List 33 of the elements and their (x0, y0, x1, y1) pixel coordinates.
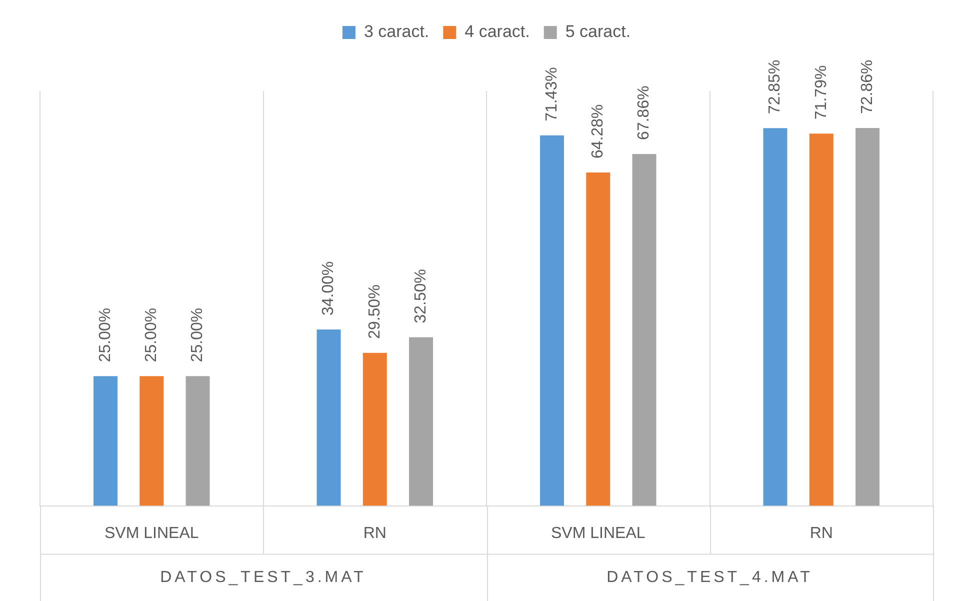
data-label: 34.00% (320, 261, 338, 316)
bar (316, 330, 341, 506)
data-label: 71.79% (812, 65, 830, 120)
data-label: 25.00% (96, 308, 114, 362)
data-label: 32.50% (412, 269, 430, 324)
data-label: 67.86% (636, 86, 653, 140)
text: DATOS_TEST_3.MAT (160, 569, 366, 586)
bar (540, 135, 564, 506)
data-label: 72.85% (766, 60, 784, 114)
x-tick-label: SVM LINEAL (104, 524, 199, 542)
bar (362, 352, 387, 506)
data-label: 64.28% (590, 104, 607, 159)
x-tick-label: RN (810, 524, 833, 542)
bar (93, 376, 118, 506)
bar (586, 172, 610, 506)
bar (186, 376, 210, 506)
bar (763, 128, 788, 506)
bar (140, 376, 164, 506)
data-label: 72.86% (858, 60, 876, 114)
bar (856, 128, 880, 506)
data-label: 25.00% (189, 308, 206, 362)
x-tick-label: RN (363, 524, 386, 542)
bar (809, 134, 834, 506)
text: DATOS_TEST_4.MAT (606, 569, 813, 586)
data-label: 29.50% (366, 284, 384, 339)
x-tick-label: SVM LINEAL (550, 524, 646, 542)
data-label: 71.43% (543, 67, 560, 122)
data-label: 25.00% (143, 308, 160, 362)
legend-label: 5 caract. (565, 22, 631, 42)
bar (632, 154, 656, 506)
bar (409, 337, 434, 506)
legend-label: 4 caract. (464, 22, 530, 42)
legend-label: 3 caract. (364, 22, 430, 42)
